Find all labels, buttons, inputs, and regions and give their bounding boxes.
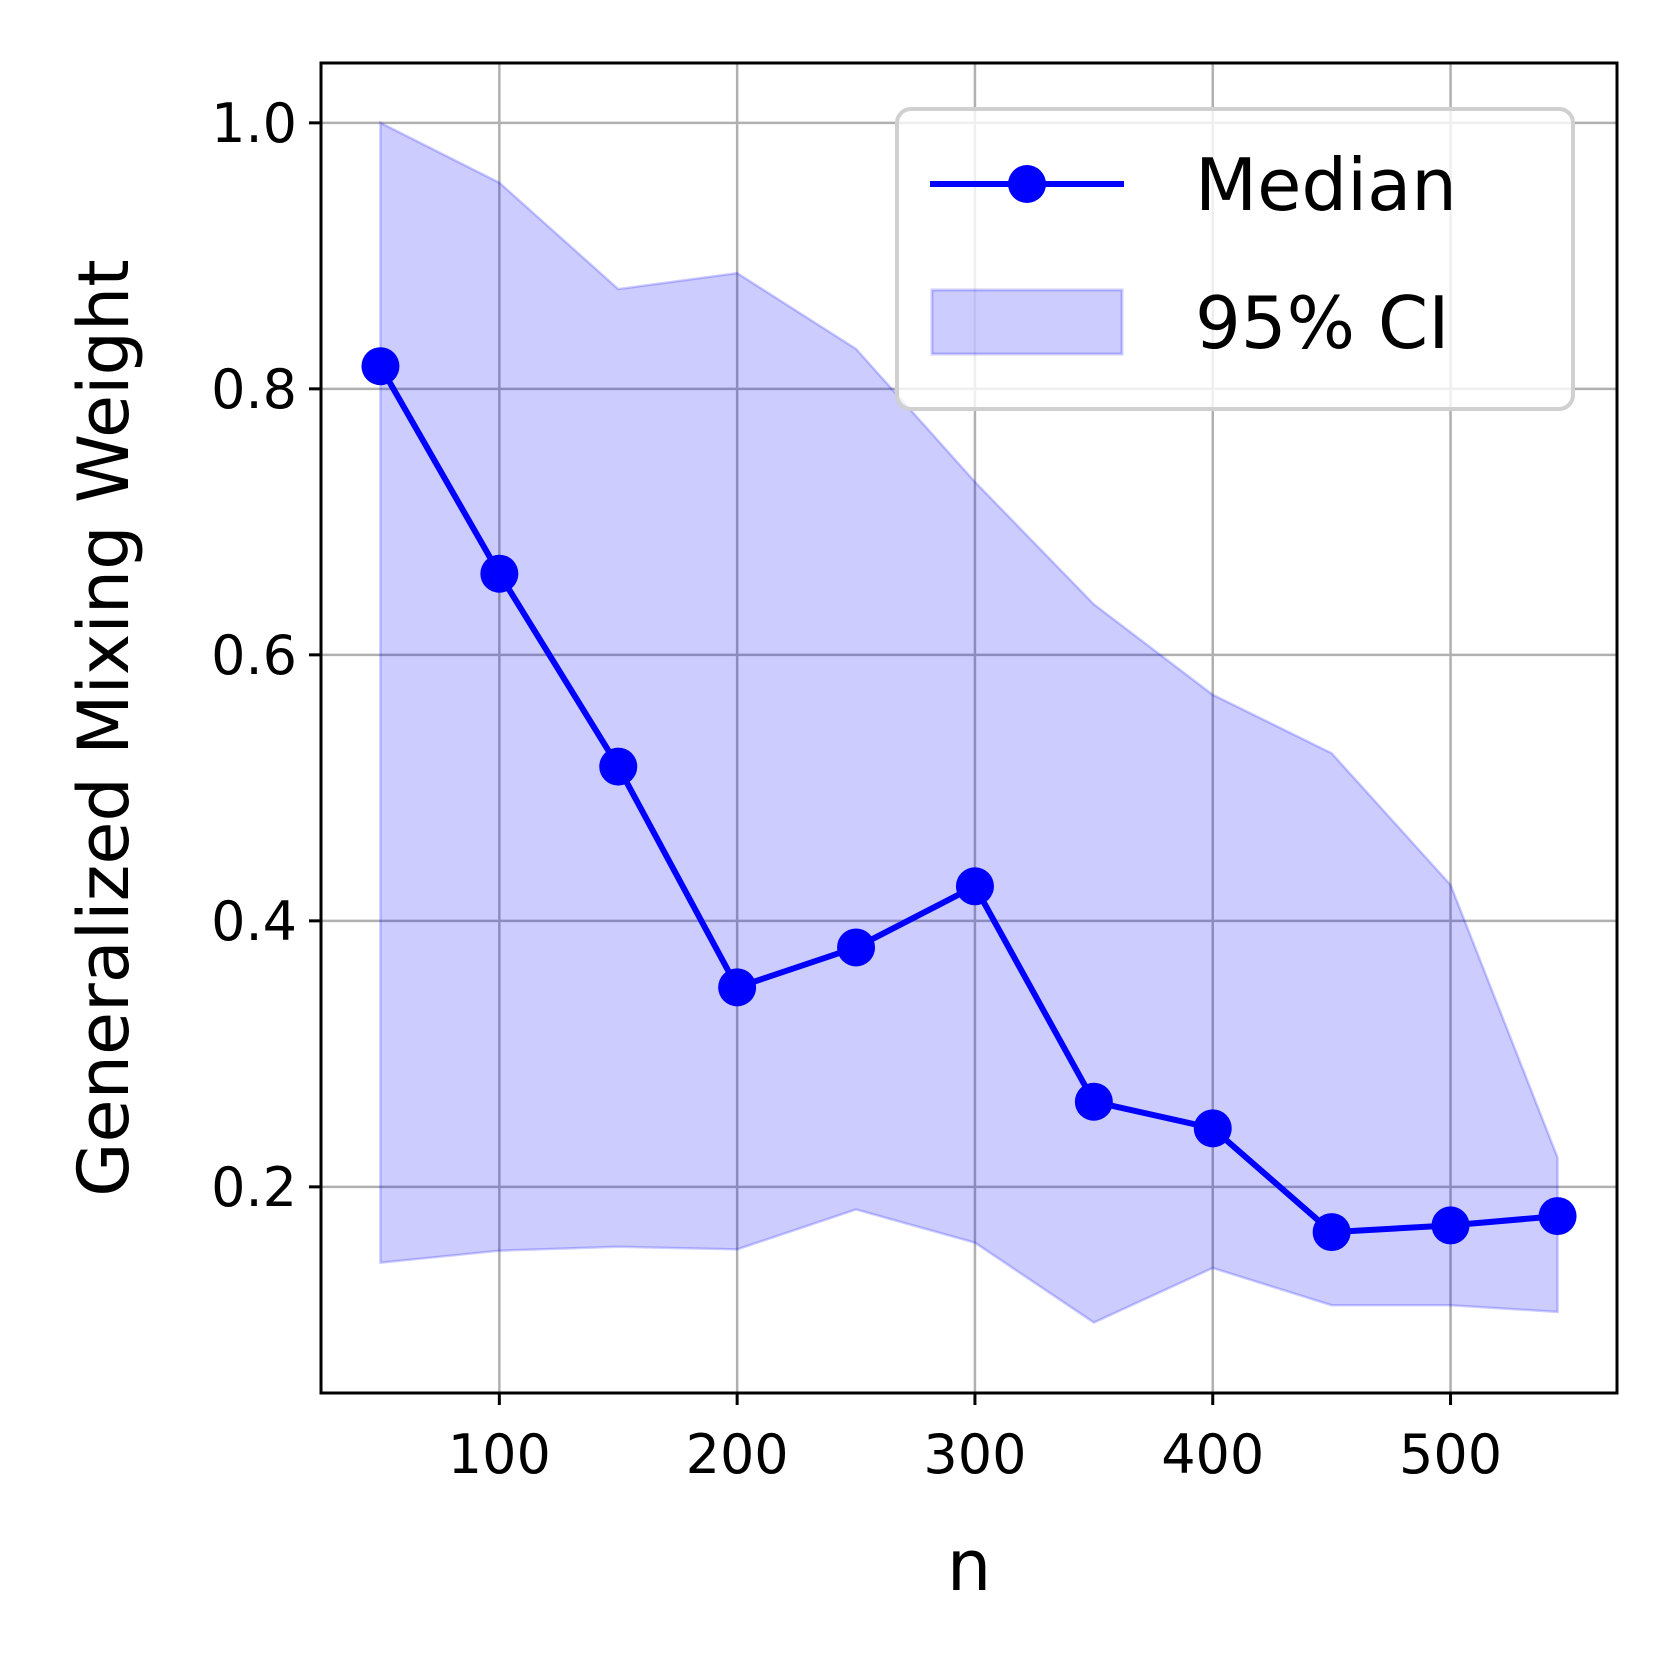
y-tick-label: 0.8 — [211, 358, 297, 421]
x-tick-label: 500 — [1399, 1423, 1502, 1486]
median-point — [718, 968, 757, 1007]
median-point — [1312, 1213, 1351, 1252]
x-tick-label: 300 — [923, 1423, 1026, 1486]
y-tick-label: 0.2 — [211, 1156, 297, 1219]
median-point — [1193, 1109, 1232, 1148]
legend-median-label: Median — [1195, 143, 1457, 227]
median-point — [1431, 1206, 1470, 1245]
x-axis-title: n — [947, 1525, 991, 1607]
x-tick-label: 100 — [448, 1423, 551, 1486]
plot-frame — [319, 61, 1619, 1395]
ci-band-layer — [379, 120, 1559, 1324]
x-tick-label: 400 — [1161, 1423, 1264, 1486]
ci-band — [379, 120, 1559, 1324]
y-tick-label: 0.6 — [211, 624, 297, 687]
x-tick-label: 200 — [686, 1423, 789, 1486]
y-tick-label: 0.4 — [211, 890, 297, 953]
median-line-layer — [361, 347, 1577, 1252]
median-point — [955, 867, 994, 906]
axes-layer: 100 200 300 400 500 0.2 0.4 0.6 0.8 1.0 n Generaliz… — [63, 61, 1619, 1607]
median-point — [361, 347, 400, 386]
median-point — [1538, 1197, 1577, 1236]
y-axis-title: Generalized Mixing Weight — [63, 259, 145, 1196]
legend: Median 95% CI — [895, 107, 1575, 411]
y-tick-label: 1.0 — [211, 92, 297, 155]
median-point — [599, 747, 638, 786]
median-point — [480, 554, 519, 593]
median-point — [837, 928, 876, 967]
median-point — [1074, 1082, 1113, 1121]
legend-ci-swatch — [930, 288, 1124, 356]
legend-ci-label: 95% CI — [1195, 281, 1449, 365]
legend-median-marker — [1008, 165, 1046, 203]
